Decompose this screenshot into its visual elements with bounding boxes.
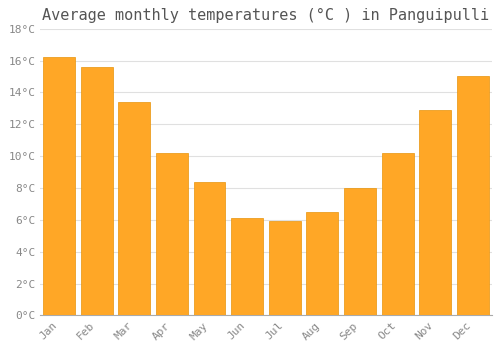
Bar (419, 110, 451, 315)
Bar (269, 222, 300, 315)
Bar (344, 188, 376, 315)
Bar (231, 218, 263, 315)
Bar (194, 182, 226, 315)
Bar (382, 153, 414, 315)
Bar (80, 67, 112, 315)
Bar (306, 212, 338, 315)
Title: Average monthly temperatures (°C ) in Panguipulli: Average monthly temperatures (°C ) in Pa… (42, 8, 490, 23)
Bar (457, 76, 489, 315)
Bar (118, 102, 150, 315)
Bar (43, 57, 75, 315)
Bar (156, 153, 188, 315)
